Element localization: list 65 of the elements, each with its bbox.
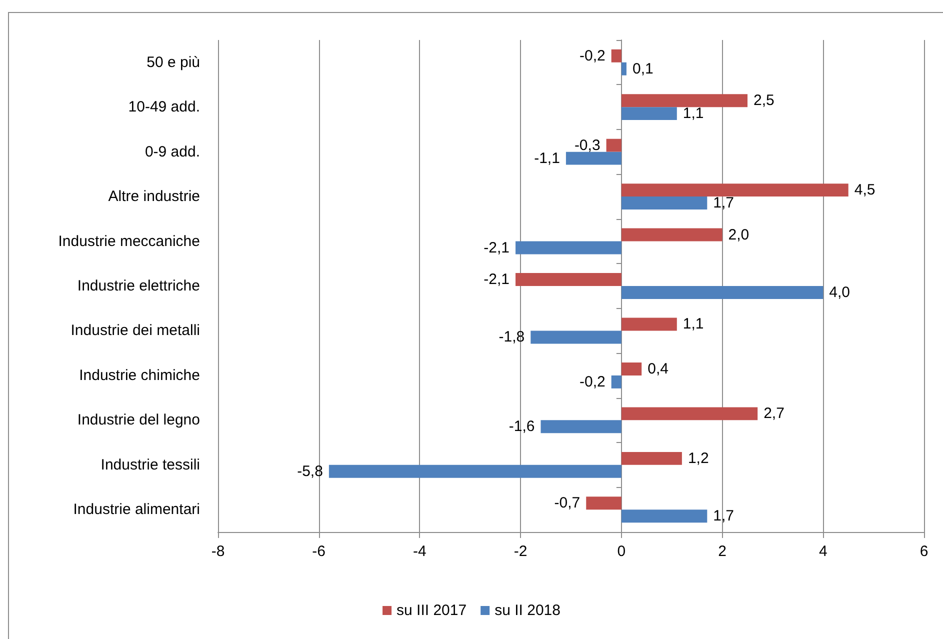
y-tick-label: Industrie tessili [100,456,200,474]
data-label: -1,8 [498,328,525,346]
bar [621,62,626,76]
data-label: 4,5 [854,182,876,199]
y-tick-label: Industrie chimiche [79,366,200,384]
bar [621,196,708,210]
y-tick-label: Altre industrie [108,188,200,206]
y-tick-label: Industrie elettriche [77,278,200,294]
legend-label: su III 2017 [396,602,467,619]
bar [621,286,824,299]
data-label: -0,2 [579,373,606,390]
data-label: 0,1 [632,60,654,78]
data-label: 4,0 [829,284,850,301]
bar [540,420,622,434]
data-label: 1,7 [713,508,734,525]
bar [586,496,622,510]
legend-label: su II 2018 [494,602,560,619]
data-label: -2,1 [484,271,510,288]
bar [621,228,722,242]
y-tick-label: Industrie alimentari [73,501,200,518]
data-label: -1,6 [508,418,535,436]
data-label: 0,4 [648,360,668,378]
y-tick-label: Industrie dei metalli [70,322,200,340]
bar [621,318,677,331]
bar [328,464,622,478]
x-tick-label: 2 [718,543,726,560]
bar [606,138,622,152]
x-tick-label: -2 [514,543,528,560]
bar [516,273,622,286]
x-tick-label: 6 [920,543,928,560]
x-tick-label: -4 [413,543,426,560]
data-label: 2,7 [764,405,784,422]
bar [530,330,622,344]
bar [621,94,748,108]
bar [621,107,677,120]
data-label: 1,1 [682,316,704,333]
data-label: -2,1 [484,239,510,256]
bar [611,49,622,62]
y-tick-label: Industrie meccaniche [58,232,200,250]
bar [621,510,708,523]
y-tick-label: 50 e più [146,54,200,71]
y-tick-label: 10-49 add. [128,98,200,116]
bar [621,452,682,465]
data-label: 2,5 [754,92,774,110]
x-tick-label: -8 [211,543,225,560]
bar [516,241,622,254]
data-label: 1,1 [682,105,704,122]
bar [611,375,622,388]
data-label: 2,0 [728,226,750,244]
bar [621,407,758,420]
data-label: -0,3 [574,136,600,154]
data-label: -5,8 [297,462,323,480]
x-tick-label: -6 [312,543,326,560]
data-label: 1,7 [713,194,734,212]
y-tick-label: Industrie del legno [77,412,200,429]
bar [566,152,622,165]
data-label: 1,2 [688,450,709,467]
x-tick-label: 4 [818,543,828,560]
y-tick-label: 0-9 add. [144,143,200,160]
data-label: -0,2 [579,47,606,64]
x-tick-label: 0 [617,543,626,560]
bar [621,184,848,197]
data-label: -0,7 [554,494,580,512]
bar [621,362,642,376]
data-label: -1,1 [534,150,560,167]
